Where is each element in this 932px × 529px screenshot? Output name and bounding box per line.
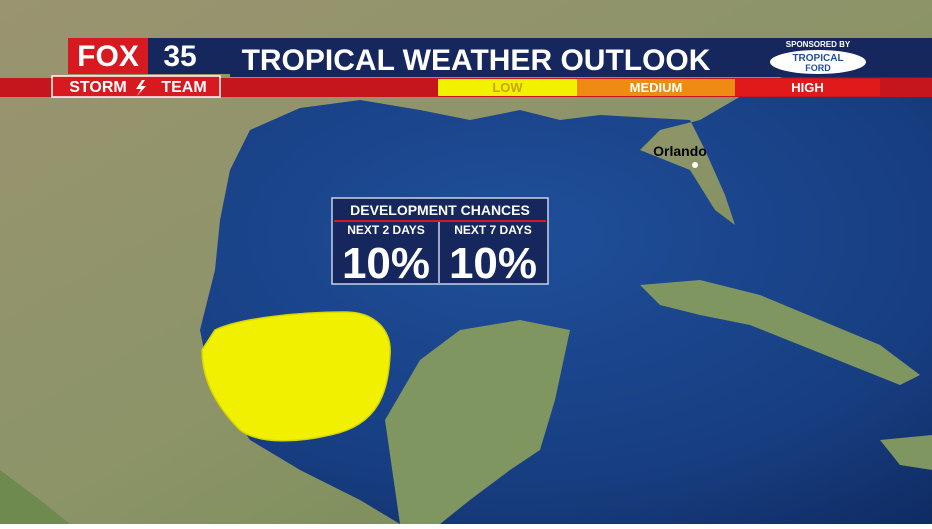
legend-label: MEDIUM [630,80,683,95]
info-columns: NEXT 2 DAYS 10% NEXT 7 DAYS 10% [342,223,537,288]
logo-team: TEAM [161,79,206,96]
cuba-land [640,280,920,385]
info-box [331,197,549,285]
yucatan-land [385,320,570,524]
info-title: DEVELOPMENT CHANCES [350,202,530,218]
column-label: NEXT 7 DAYS [454,223,532,237]
legend-swatch [577,79,735,96]
legend-label: HIGH [791,80,824,95]
pacific-coast-land [0,470,70,524]
logo-storm: STORM [69,79,126,96]
storm-team-box [51,75,221,98]
column-label: NEXT 2 DAYS [347,223,425,237]
column-value: 10% [449,239,537,288]
legend: LOW MEDIUM HIGH [438,79,880,96]
hispaniola-land [880,435,932,470]
legend-swatch [735,79,880,96]
legend-label: LOW [492,80,523,95]
bolt-icon [136,80,146,96]
city-dot [692,162,698,168]
sponsor-label: SPONSORED BY [786,40,851,49]
title: TROPICAL WEATHER OUTLOOK [242,44,711,77]
outlook-area [201,311,391,442]
logo-number-box [148,38,230,74]
column-value: 10% [342,239,430,288]
logo-number: 35 [163,40,196,73]
sponsor-name-bottom: FORD [805,63,831,73]
logo-fox: FOX [77,40,139,73]
logo-fox-box [68,38,148,74]
sponsor-name-top: TROPICAL [792,53,843,64]
sponsor-badge [770,50,866,74]
city-label: Orlando [653,143,707,159]
legend-swatch [438,79,577,96]
